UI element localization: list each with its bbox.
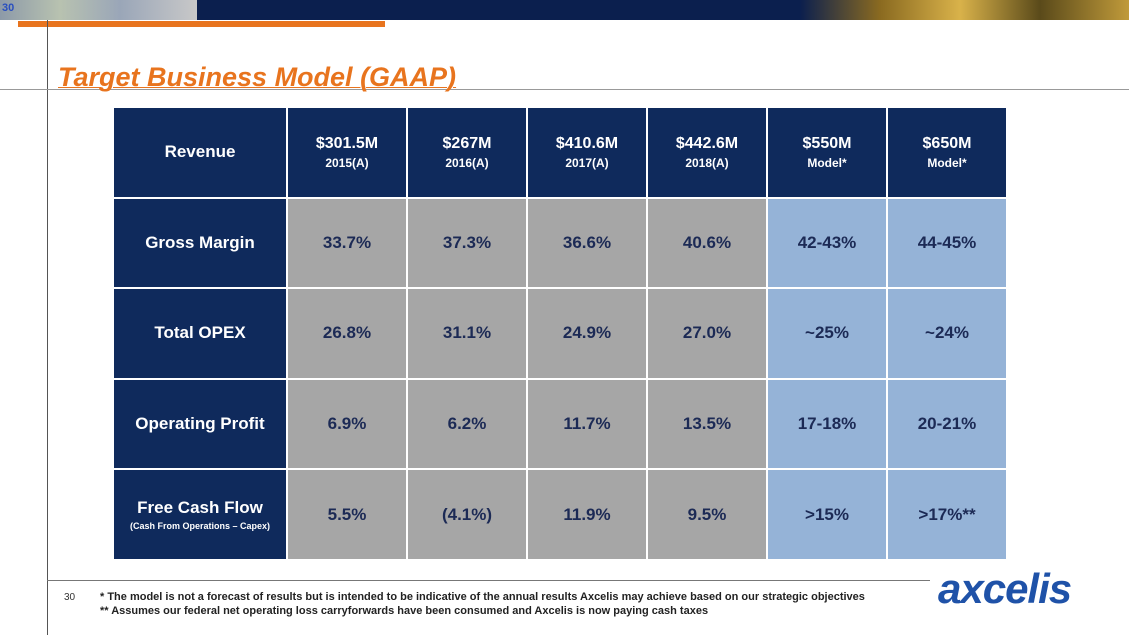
row-label: Gross Margin [145,232,255,252]
column-value: $267M [442,134,492,152]
row-header: Total OPEX [113,288,287,379]
column-period: 2018(A) [685,155,729,170]
column-period: 2015(A) [325,155,369,170]
table-cell: 5.5% [287,469,407,560]
header-cell: $442.6M 2018(A) [647,107,767,198]
footnote: * The model is not a forecast of results… [100,591,865,603]
table-cell: 20-21% [887,378,1007,470]
header-cell: $267M 2016(A) [407,107,527,198]
table-cell: 40.6% [647,197,767,289]
table-cell: ~24% [887,288,1007,379]
column-period: 2017(A) [565,155,609,170]
column-period: 2016(A) [445,155,489,170]
table-cell: 6.9% [287,378,407,470]
column-value: $410.6M [555,134,619,152]
row-label: Free Cash Flow [137,498,263,518]
row-header: Operating Profit [113,378,287,470]
table-cell: ~25% [767,288,887,379]
column-value: $550M [802,134,852,152]
divider [47,580,930,581]
table-cell: 6.2% [407,378,527,470]
column-period: Model* [807,155,847,170]
table-cell: 24.9% [527,288,647,379]
logo: axcelis [938,565,1072,612]
header-cell: $550M Model* [767,107,887,198]
row-sublabel: (Cash From Operations – Capex) [129,521,271,532]
footnote: ** Assumes our federal net operating los… [100,605,709,617]
table-cell: 26.8% [287,288,407,379]
header-cell: $650M Model* [887,107,1007,198]
row-label: Revenue [164,142,236,162]
table-cell: 37.3% [407,197,527,289]
column-period: Model* [927,155,967,170]
banner [0,0,1129,20]
table-cell: >17%** [887,469,1007,560]
row-label: Operating Profit [135,414,265,434]
divider [47,20,48,635]
table-cell: 31.1% [407,288,527,379]
corner-number: 30 [2,2,15,14]
table-cell: 36.6% [527,197,647,289]
table-cell: 13.5% [647,378,767,470]
row-label: Total OPEX [154,323,246,343]
table-cell: 9.5% [647,469,767,560]
title: Target Business Model (GAAP) [58,62,457,92]
table-cell: 42-43% [767,197,887,289]
header-cell: $410.6M 2017(A) [527,107,647,198]
table-cell: 27.0% [647,288,767,379]
table-cell: >15% [767,469,887,560]
row-header: Gross Margin [113,197,287,289]
table-cell: 11.9% [527,469,647,560]
header-cell: Revenue [113,107,287,198]
column-value: $301.5M [315,134,379,152]
row-header: Free Cash Flow (Cash From Operations – Ca… [113,469,287,560]
table-cell: 11.7% [527,378,647,470]
header-cell: $301.5M 2015(A) [287,107,407,198]
table-cell: 44-45% [887,197,1007,289]
table-cell: 17-18% [767,378,887,470]
divider [0,89,1129,90]
column-value: $650M [922,134,972,152]
table-cell: (4.1%) [407,469,527,560]
column-value: $442.6M [675,134,739,152]
page-number: 30 [64,592,76,603]
table-cell: 33.7% [287,197,407,289]
accent-bar [18,21,385,27]
